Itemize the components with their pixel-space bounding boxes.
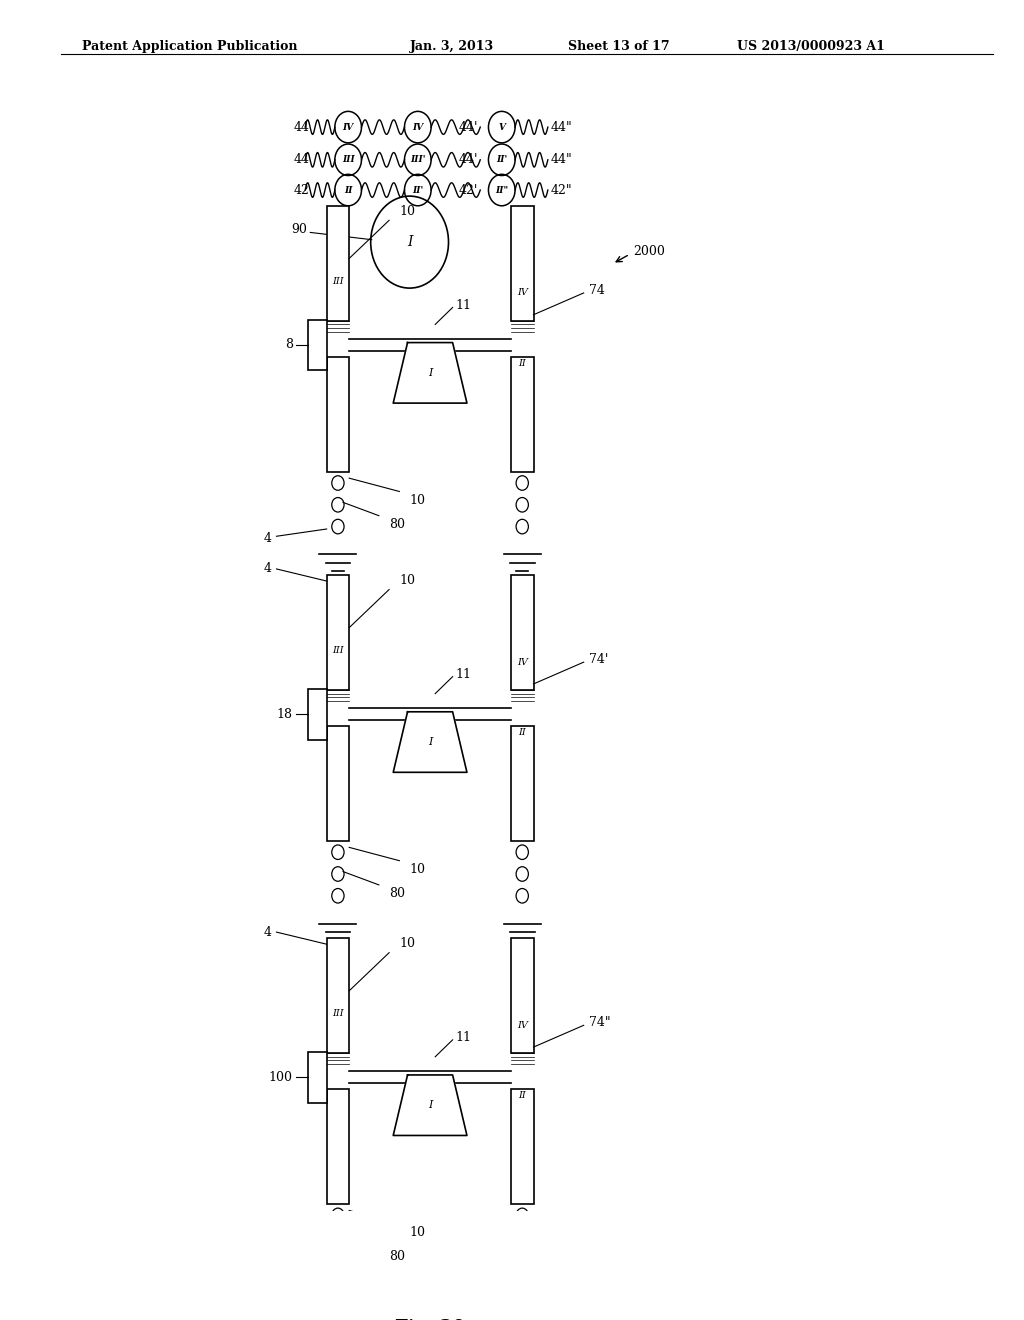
Text: 4: 4 — [263, 925, 271, 939]
Text: III: III — [332, 647, 344, 655]
Bar — [327, 1089, 349, 1204]
Text: III: III — [332, 1010, 344, 1018]
Text: 80: 80 — [389, 1250, 406, 1263]
Text: Patent Application Publication: Patent Application Publication — [82, 40, 297, 53]
Text: US 2013/0000923 A1: US 2013/0000923 A1 — [737, 40, 885, 53]
Text: 18: 18 — [276, 708, 293, 721]
Text: IV: IV — [517, 1020, 527, 1030]
Text: II': II' — [413, 186, 423, 194]
Text: II: II — [344, 186, 352, 194]
Bar — [327, 358, 349, 473]
Text: 80: 80 — [389, 519, 406, 531]
Text: 4: 4 — [263, 532, 271, 545]
Text: Sheet 13 of 17: Sheet 13 of 17 — [568, 40, 670, 53]
Bar — [511, 576, 534, 690]
Text: 10: 10 — [410, 863, 426, 876]
Text: 10: 10 — [399, 205, 416, 218]
Text: IV: IV — [517, 657, 527, 667]
Text: Jan. 3, 2013: Jan. 3, 2013 — [410, 40, 494, 53]
Text: 74: 74 — [589, 284, 605, 297]
Text: 11: 11 — [456, 668, 472, 681]
Bar — [327, 939, 349, 1053]
Text: 11: 11 — [456, 1031, 472, 1044]
Bar — [511, 726, 534, 841]
Text: 44': 44' — [459, 153, 478, 166]
Text: 74": 74" — [589, 1016, 610, 1030]
Polygon shape — [393, 711, 467, 772]
Text: 10: 10 — [399, 937, 416, 950]
Text: II: II — [518, 727, 526, 737]
Text: 44: 44 — [293, 153, 309, 166]
Text: III': III' — [410, 156, 426, 164]
Polygon shape — [393, 343, 467, 403]
Text: 10: 10 — [410, 494, 426, 507]
Text: 42": 42" — [551, 183, 572, 197]
Text: V: V — [499, 123, 505, 132]
Text: 11: 11 — [456, 298, 472, 312]
Text: 2000: 2000 — [633, 246, 665, 259]
Bar — [327, 576, 349, 690]
Text: 42: 42 — [293, 183, 309, 197]
Text: 100: 100 — [269, 1071, 293, 1084]
Text: 10: 10 — [410, 1226, 426, 1239]
Text: 4: 4 — [263, 562, 271, 576]
Bar — [511, 358, 534, 473]
Bar — [511, 1089, 534, 1204]
Bar — [308, 1052, 327, 1102]
Polygon shape — [393, 1074, 467, 1135]
Bar — [308, 319, 327, 371]
Text: 44': 44' — [459, 120, 478, 133]
Text: II: II — [518, 1092, 526, 1100]
Bar — [327, 206, 349, 321]
Text: II': II' — [497, 156, 507, 164]
Text: I: I — [428, 1100, 432, 1110]
Bar — [511, 206, 534, 321]
Text: IV: IV — [413, 123, 423, 132]
Text: I: I — [428, 737, 432, 747]
Text: 90: 90 — [291, 223, 307, 236]
Bar — [308, 689, 327, 739]
Text: II: II — [518, 359, 526, 368]
Text: 44": 44" — [551, 120, 572, 133]
Text: I: I — [428, 368, 432, 378]
Text: 44: 44 — [293, 120, 309, 133]
Bar — [511, 939, 534, 1053]
Text: I: I — [407, 235, 413, 249]
Text: 80: 80 — [389, 887, 406, 900]
Text: IV: IV — [517, 289, 527, 297]
Text: II": II" — [496, 186, 508, 194]
Text: III: III — [332, 277, 344, 286]
Text: 74': 74' — [589, 653, 608, 667]
Text: 42': 42' — [459, 183, 478, 197]
Text: III: III — [342, 156, 354, 164]
Text: 8: 8 — [285, 338, 293, 351]
Text: 44": 44" — [551, 153, 572, 166]
Text: IV: IV — [343, 123, 353, 132]
Text: 10: 10 — [399, 574, 416, 587]
Bar — [327, 726, 349, 841]
